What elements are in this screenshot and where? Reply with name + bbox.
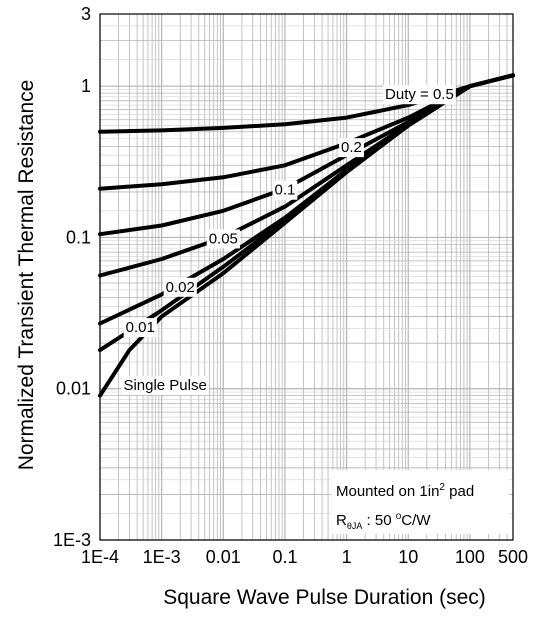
series-label-bg <box>123 318 157 338</box>
annotation-rtheta-degree: o <box>396 511 402 522</box>
y-tick-label: 0.1 <box>66 227 91 247</box>
x-tick-label: 100 <box>455 547 485 567</box>
annotation-rtheta-unit: C/W <box>401 512 431 529</box>
series-label: Duty = 0.5 <box>385 86 454 103</box>
series-label-bg <box>163 277 197 297</box>
y-tick-label: 0.01 <box>56 379 91 399</box>
x-tick-label: 1 <box>342 547 352 567</box>
series-label-bg <box>121 376 209 396</box>
series-label: Single Pulse <box>123 377 206 394</box>
y-tick-label: 1E-3 <box>53 530 91 550</box>
annotation-rtheta-symbol: R <box>336 512 347 529</box>
series-label: 0.05 <box>209 230 238 247</box>
y-tick-label: 1 <box>81 76 91 96</box>
annotation-box: Mounted on 1in2 pad RθJA : 50 oC/W <box>331 470 509 534</box>
series-label-bg <box>272 180 298 200</box>
x-tick-label: 1E-4 <box>81 547 119 567</box>
y-tick-label: 3 <box>81 4 91 24</box>
x-tick-label: 0.01 <box>206 547 241 567</box>
x-tick-label: 0.1 <box>272 547 297 567</box>
annotation-rtheta-value: : 50 <box>362 512 395 529</box>
x-axis-title: Square Wave Pulse Duration (sec) <box>163 586 486 609</box>
series-label-bg <box>383 85 456 105</box>
annotation-mounting-sup: 2 <box>439 482 445 493</box>
series-label-bg <box>206 229 240 249</box>
annotation-rtheta: RθJA : 50 oC/W <box>336 511 431 531</box>
x-tick-label: 1E-3 <box>143 547 181 567</box>
annotation-background <box>331 470 509 534</box>
x-tick-label: 500 <box>498 547 528 567</box>
annotation-mounting-suffix: pad <box>445 483 474 500</box>
series-label: 0.2 <box>341 139 362 156</box>
annotation-mounting-text: Mounted on 1in <box>336 483 439 500</box>
series-label-bg <box>339 138 364 158</box>
series-labels: Duty = 0.5 0.2 0.1 0.05 0.02 0.01 Single Pulse <box>121 85 456 396</box>
x-tick-label: 10 <box>398 547 418 567</box>
series-label: 0.1 <box>275 182 296 199</box>
series-label: 0.01 <box>126 319 155 336</box>
series-label: 0.02 <box>166 279 195 296</box>
y-axis-title: Normalized Transient Thermal Resistance <box>15 80 38 471</box>
annotation-mounting: Mounted on 1in2 pad <box>336 482 474 500</box>
annotation-rtheta-sub: θJA <box>347 521 363 531</box>
